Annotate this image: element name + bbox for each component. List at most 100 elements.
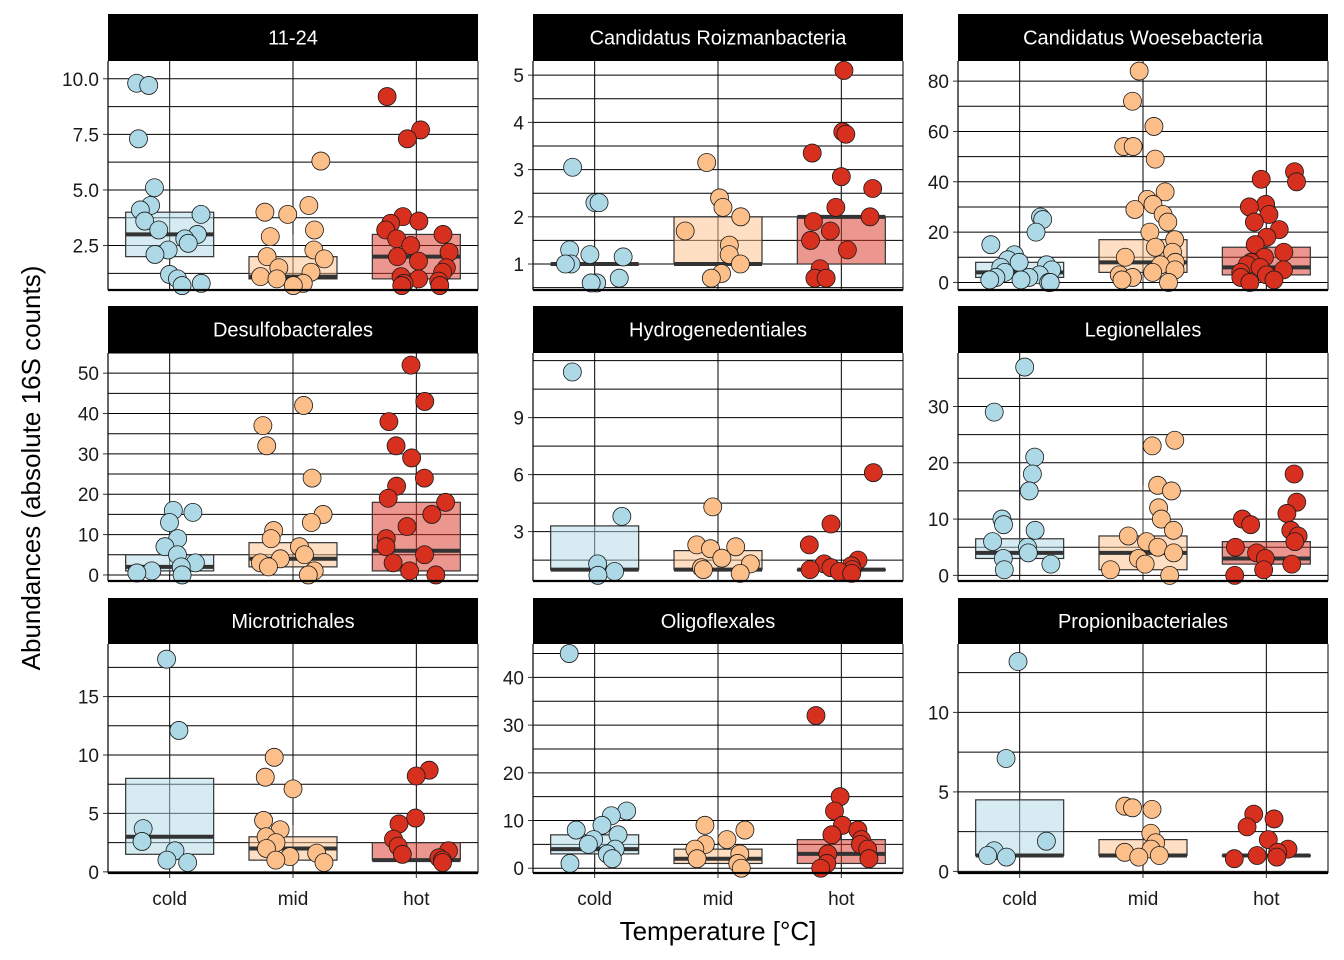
data-point-mid <box>1142 436 1162 456</box>
y-axis-title: Abundances (absolute 16S counts) <box>16 266 46 671</box>
data-point-cold <box>1008 652 1028 671</box>
data-point-hot <box>863 463 883 483</box>
data-point-mid <box>703 497 723 517</box>
data-point-cold <box>178 233 198 253</box>
data-point-hot <box>415 392 435 411</box>
data-point-cold <box>157 850 177 870</box>
data-point-cold <box>588 565 608 585</box>
data-point-hot <box>838 240 857 260</box>
data-point-hot <box>801 231 820 250</box>
data-point-mid <box>260 227 280 247</box>
data-point-mid <box>257 436 277 456</box>
data-point-cold <box>178 853 198 872</box>
data-point-cold <box>580 245 600 264</box>
data-point-mid <box>697 153 717 172</box>
x-tick-label: cold <box>577 889 612 910</box>
data-point-mid <box>251 267 270 287</box>
data-point-hot <box>402 448 422 468</box>
data-point-mid <box>311 151 331 171</box>
data-point-hot <box>842 564 862 583</box>
data-point-hot <box>439 242 459 262</box>
y-tick-label: 30 <box>78 445 99 466</box>
data-point-hot <box>806 706 826 725</box>
data-point-hot <box>378 488 398 508</box>
data-point-mid <box>314 853 334 872</box>
data-point-mid <box>299 196 319 215</box>
data-point-cold <box>1040 273 1060 292</box>
data-point-mid <box>305 220 324 240</box>
data-point-mid <box>726 537 746 557</box>
data-point-hot <box>1240 273 1260 292</box>
data-point-hot <box>422 505 442 524</box>
data-point-hot <box>1287 172 1306 192</box>
data-point-cold <box>983 532 1002 551</box>
data-point-cold <box>127 563 147 583</box>
data-point-mid <box>1151 509 1171 529</box>
facet-title: Candidatus Woesebacteria <box>1023 28 1264 50</box>
data-point-cold <box>996 749 1016 768</box>
data-point-cold <box>980 270 1000 290</box>
data-point-hot <box>433 853 452 872</box>
data-point-cold <box>160 513 179 532</box>
data-point-cold <box>145 178 164 198</box>
data-point-mid <box>675 221 695 241</box>
data-point-mid <box>301 513 321 532</box>
data-point-mid <box>1149 846 1169 865</box>
facet-title: Legionellales <box>1085 320 1202 342</box>
y-tick-label: 4 <box>513 113 524 134</box>
data-point-mid <box>1164 543 1184 563</box>
data-point-hot <box>386 436 406 456</box>
data-point-cold <box>566 820 586 840</box>
y-tick-label: 7.5 <box>73 125 99 146</box>
y-tick-label: 3 <box>513 523 524 544</box>
data-point-mid <box>1135 554 1155 574</box>
data-point-mid <box>695 815 715 835</box>
data-point-cold <box>1036 831 1056 851</box>
data-point-mid <box>1129 847 1149 867</box>
x-tick-label: cold <box>152 889 187 910</box>
data-point-cold <box>563 157 582 177</box>
data-point-cold <box>135 211 155 231</box>
data-point-hot <box>426 565 446 585</box>
facet-panel: Desulfobacterales 0 10 20 30 40 50 <box>78 306 479 587</box>
y-tick-label: 10 <box>78 526 99 547</box>
data-point-hot <box>1254 560 1274 580</box>
facet-panel: Oligoflexales 0 10 20 30 40 cold mid hot <box>503 598 904 910</box>
data-point-hot <box>401 355 421 375</box>
data-point-mid <box>298 565 318 585</box>
data-point-mid <box>713 197 733 217</box>
data-point-hot <box>1244 212 1264 232</box>
data-point-mid <box>1125 200 1145 219</box>
data-point-hot <box>1251 169 1271 189</box>
data-point-cold <box>613 247 633 267</box>
data-point-cold <box>609 268 629 288</box>
data-point-mid <box>278 205 298 224</box>
facet-title: Candidatus Roizmanbacteria <box>590 28 848 50</box>
data-point-hot <box>1247 846 1267 865</box>
data-point-hot <box>397 517 417 536</box>
x-tick-label: hot <box>403 889 430 910</box>
facet-title: Propionibacteriales <box>1058 611 1228 633</box>
data-point-cold <box>1022 464 1042 484</box>
data-point-hot <box>821 514 841 534</box>
data-point-hot <box>1274 242 1294 262</box>
data-point-mid <box>261 529 281 549</box>
y-tick-label: 40 <box>78 405 99 426</box>
data-point-hot <box>1226 537 1245 557</box>
data-point-hot <box>1282 554 1302 574</box>
data-point-mid <box>1164 520 1183 540</box>
facet-strip <box>958 14 1328 61</box>
facet-panel: Propionibacteriales 0 5 10 cold mid hot <box>928 598 1329 910</box>
data-point-cold <box>1026 222 1046 242</box>
data-point-hot <box>377 87 397 106</box>
facet-title: Hydrogenedentiales <box>629 320 807 342</box>
data-point-hot <box>1241 515 1261 535</box>
y-tick-label: 5.0 <box>73 181 99 202</box>
data-point-mid <box>735 820 755 840</box>
data-point-cold <box>994 560 1014 580</box>
y-tick-label: 20 <box>503 764 524 785</box>
data-point-mid <box>1123 798 1142 818</box>
data-point-mid <box>1144 117 1164 136</box>
facet-strip <box>533 306 903 353</box>
data-point-mid <box>731 207 751 227</box>
